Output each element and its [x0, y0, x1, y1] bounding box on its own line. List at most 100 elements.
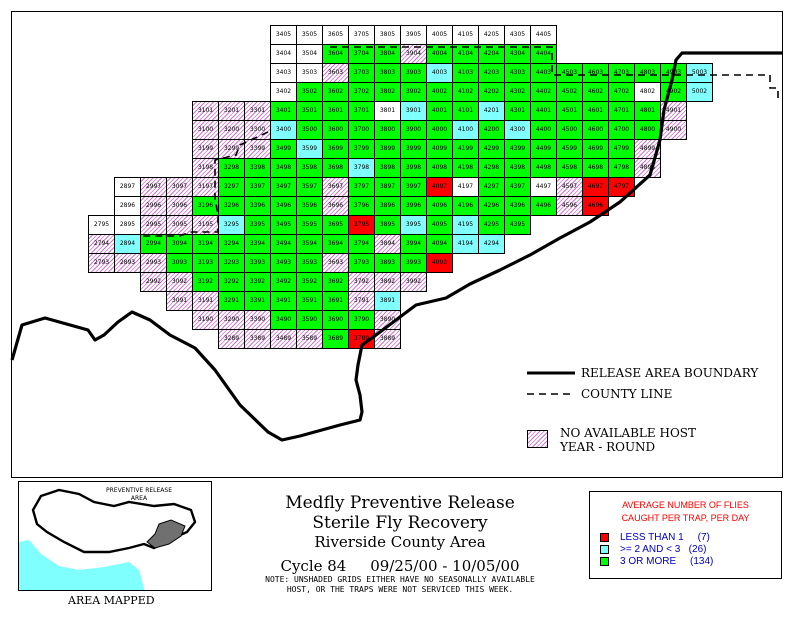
grid-cell-4105: 4105	[452, 25, 479, 45]
grid-cell-3699: 3699	[322, 139, 349, 159]
grid-cell-3697: 3697	[322, 177, 349, 197]
grid-cell-3191: 3191	[192, 291, 219, 311]
fly-legend-item-less-than-1: LESS THAN 1 (7)	[620, 532, 710, 543]
grid-cell-4097: 4097	[426, 177, 453, 197]
grid-cell-3600: 3600	[322, 120, 349, 140]
grid-cell-4005: 4005	[426, 25, 453, 45]
grid-cell-3904: 3904	[400, 44, 427, 64]
grid-cell-3700: 3700	[348, 120, 375, 140]
fly-legend-swatch-less-than-1	[600, 533, 609, 542]
grid-cell-3696: 3696	[322, 196, 349, 216]
title-line1: Medfly Preventive Release	[285, 493, 515, 513]
grid-cell-3598: 3598	[296, 158, 323, 178]
grid-cell-3093: 3093	[166, 253, 193, 273]
grid-cell-4195: 4195	[452, 215, 479, 235]
legend-county-label: COUNTY LINE	[581, 387, 673, 401]
grid-cell-4500: 4500	[556, 120, 583, 140]
grid-cell-4095: 4095	[426, 215, 453, 235]
grid-cell-3199: 3199	[192, 139, 219, 159]
grid-cell-3695: 3695	[322, 215, 349, 235]
grid-cell-3402: 3402	[270, 82, 297, 102]
legend-boundary-label: RELEASE AREA BOUNDARY	[581, 366, 759, 380]
fly-legend-item-2-to-3: >= 2 AND < 3 (26)	[620, 544, 707, 555]
grid-cell-2896: 2896	[114, 196, 141, 216]
grid-cell-4204: 4204	[478, 44, 505, 64]
grid-cell-3200: 3200	[218, 120, 245, 140]
grid-cell-3689: 3689	[322, 329, 349, 349]
grid-cell-4498: 4498	[530, 158, 557, 178]
grid-cell-4299: 4299	[478, 139, 505, 159]
grid-cell-4296: 4296	[478, 196, 505, 216]
grid-cell-4100: 4100	[452, 120, 479, 140]
grid-cell-5002: 5002	[686, 82, 713, 102]
grid-cell-3800: 3800	[374, 120, 401, 140]
title-line2: Sterile Fly Recovery	[312, 513, 488, 533]
grid-cell-3994: 3994	[400, 234, 427, 254]
grid-cell-3196: 3196	[192, 196, 219, 216]
grid-cell-4601: 4601	[582, 101, 609, 121]
grid-cell-3791: 3791	[348, 291, 375, 311]
inset-mapped-area	[146, 519, 186, 549]
grid-cell-2993: 2993	[140, 253, 167, 273]
grid-cell-4201: 4201	[478, 101, 505, 121]
grid-cell-3690: 3690	[322, 310, 349, 330]
grid-cell-3590: 3590	[296, 310, 323, 330]
grid-cell-3403: 3403	[270, 63, 297, 83]
grid-cell-4093: 4093	[426, 253, 453, 273]
grid-cell-4903: 4903	[660, 63, 687, 83]
grid-cell-4004: 4004	[426, 44, 453, 64]
grid-cell-3293: 3293	[218, 253, 245, 273]
grid-cell-3493: 3493	[270, 253, 297, 273]
grid-cell-4001: 4001	[426, 101, 453, 121]
grid-cell-3197: 3197	[192, 177, 219, 197]
grid-cell-4000: 4000	[426, 120, 453, 140]
grid-cell-4597: 4597	[556, 177, 583, 197]
grid-cell-3195: 3195	[192, 215, 219, 235]
grid-cell-3100: 3100	[192, 120, 219, 140]
grid-cell-3792: 3792	[348, 272, 375, 292]
grid-cell-4301: 4301	[504, 101, 531, 121]
grid-cell-4501: 4501	[556, 101, 583, 121]
grid-cell-3692: 3692	[322, 272, 349, 292]
grid-cell-4402: 4402	[530, 82, 557, 102]
grid-cell-4404: 4404	[530, 44, 557, 64]
grid-cell-3599: 3599	[296, 139, 323, 159]
grid-cell-3405: 3405	[270, 25, 297, 45]
grid-cell-3595: 3595	[296, 215, 323, 235]
grid-cell-3500: 3500	[296, 120, 323, 140]
grid-cell-3801: 3801	[374, 101, 401, 121]
grid-cell-4701: 4701	[608, 101, 635, 121]
grid-cell-4699: 4699	[582, 139, 609, 159]
grid-cell-3593: 3593	[296, 253, 323, 273]
grid-cell-3594: 3594	[296, 234, 323, 254]
grid-cell-4405: 4405	[530, 25, 557, 45]
grid-cell-3589: 3589	[296, 329, 323, 349]
grid-cell-4800: 4800	[634, 120, 661, 140]
grid-cell-3494: 3494	[270, 234, 297, 254]
grid-cell-3294: 3294	[218, 234, 245, 254]
grid-cell-3395: 3395	[244, 215, 271, 235]
grid-cell-4797: 4797	[608, 177, 635, 197]
grid-cell-3391: 3391	[244, 291, 271, 311]
grid-cell-4798: 4798	[608, 158, 635, 178]
grid-cell-2895: 2895	[114, 215, 141, 235]
grid-cell-3795: 3795	[348, 215, 375, 235]
grid-cell-2894: 2894	[114, 234, 141, 254]
fly-legend-item-3-or-more: 3 OR MORE (134)	[620, 556, 714, 567]
grid-cell-3492: 3492	[270, 272, 297, 292]
fly-legend-header-line2: CAUGHT PER TRAP, PER DAY	[621, 513, 750, 523]
grid-cell-4799: 4799	[608, 139, 635, 159]
grid-cell-3596: 3596	[296, 196, 323, 216]
grid-cell-3793: 3793	[348, 253, 375, 273]
grid-cell-2997: 2997	[140, 177, 167, 197]
grid-cell-2995: 2995	[140, 215, 167, 235]
legend-nohost-swatch	[527, 430, 548, 448]
grid-cell-4002: 4002	[426, 82, 453, 102]
grid-cell-2793: 2793	[88, 253, 115, 273]
grid-cell-4499: 4499	[530, 139, 557, 159]
grid-cell-3691: 3691	[322, 291, 349, 311]
grid-cell-3298: 3298	[218, 158, 245, 178]
grid-cell-3693: 3693	[322, 253, 349, 273]
grid-cell-2897: 2897	[114, 177, 141, 197]
grid-cell-4802: 4802	[634, 82, 661, 102]
